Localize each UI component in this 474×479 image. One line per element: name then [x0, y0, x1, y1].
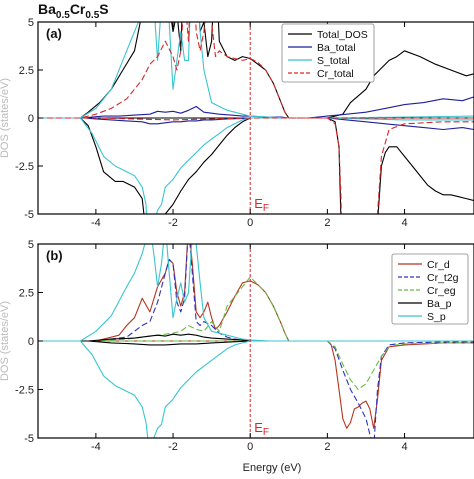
panel-a: EF -4 -2 0 2 4 -5 -2.5 0 2.5 5 DOS (states/eV) (a) To…	[0, 17, 474, 229]
y-tick-label: 5	[28, 17, 34, 29]
legend-label-cr_eg: Cr_eg	[427, 285, 456, 297]
fermi-label-sub: F	[263, 427, 269, 438]
legend-label-s: S_total	[317, 55, 350, 67]
series-line-cr_eg-5	[38, 340, 474, 391]
y-axis-label: DOS (states/eV)	[0, 301, 11, 381]
series-line-cr_d-1	[38, 340, 474, 429]
series-line-cr-7	[38, 117, 474, 214]
title-s: S	[99, 1, 108, 17]
fermi-label: EF	[254, 420, 269, 438]
fermi-label: EF	[254, 196, 269, 214]
x-tick-label: -2	[168, 441, 178, 453]
legend-label-cr_d: Cr_d	[427, 259, 450, 271]
legend-label-total: Total_DOS	[317, 29, 368, 41]
panel-label: (b)	[46, 248, 63, 263]
title-sub-2: 0.5	[85, 10, 99, 21]
figure-title: Ba0.5Cr0.5S	[38, 1, 109, 21]
legend-box	[391, 253, 469, 325]
series-group	[38, 22, 474, 214]
legend-label-ba_p: Ba_p	[427, 298, 452, 310]
y-tick-label: 5	[28, 239, 34, 251]
title-sub-1: 0.5	[56, 10, 70, 21]
x-tick-label: -4	[91, 441, 101, 453]
y-tick-label: 0	[28, 336, 34, 348]
x-tick-label: 2	[324, 217, 330, 229]
series-group	[38, 244, 474, 438]
legend-label-ba: Ba_total	[317, 42, 356, 54]
y-tick-label: -5	[24, 209, 34, 221]
y-axis-label: DOS (states/eV)	[0, 78, 11, 158]
series-line-ba-2	[38, 96, 474, 119]
y-tick-label: 2.5	[19, 288, 34, 300]
y-tick-label: 0	[28, 113, 34, 125]
series-line-total-0	[38, 22, 474, 119]
x-tick-label: 0	[247, 217, 253, 229]
panel-b: EF -4 -2 0 2 4 -5 -2.5 0 2.5 5 DOS (states/eV) (b) En…	[0, 239, 474, 474]
x-tick-label: 4	[401, 441, 407, 453]
x-axis-label: Energy (eV)	[243, 462, 302, 474]
x-tick-label: 2	[324, 441, 330, 453]
series-line-s_p-9	[38, 340, 474, 438]
title-cr: Cr	[70, 1, 86, 17]
y-tick-label: -2.5	[15, 161, 34, 173]
legend-label-s_p: S_p	[427, 311, 446, 323]
x-tick-label: 4	[401, 217, 407, 229]
x-tick-label: -2	[168, 217, 178, 229]
fermi-label-main: E	[254, 196, 263, 211]
y-tick-label: -2.5	[15, 385, 34, 397]
panel-label: (a)	[46, 26, 62, 41]
title-ba: Ba	[38, 1, 56, 17]
legend-label-cr_t2g: Cr_t2g	[427, 272, 459, 284]
series-line-cr_d-0	[38, 244, 474, 342]
fermi-label-sub: F	[263, 203, 269, 214]
series-line-cr_t2g-3	[38, 340, 474, 438]
legend-label-cr: Cr_total	[317, 68, 354, 80]
fermi-label-main: E	[254, 420, 263, 435]
x-tick-label: 0	[247, 441, 253, 453]
series-line-ba-3	[38, 117, 474, 131]
series-line-s-4	[38, 22, 474, 119]
series-line-cr-6	[38, 22, 474, 119]
x-tick-label: -4	[91, 217, 101, 229]
y-tick-label: 2.5	[19, 65, 34, 77]
y-tick-label: -5	[24, 433, 34, 445]
legend-box	[281, 23, 375, 83]
